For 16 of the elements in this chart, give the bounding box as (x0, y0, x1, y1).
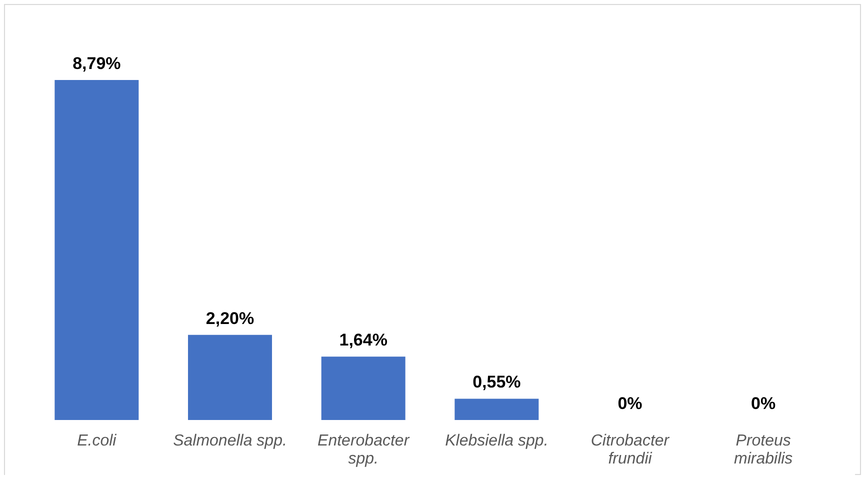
data-label: 0% (618, 394, 642, 413)
data-label: 1,64% (339, 330, 388, 350)
bar (454, 398, 539, 420)
x-tick-label: Salmonella spp. (173, 432, 287, 450)
bar (54, 80, 139, 420)
x-tick-label: Citrobacter frundii (590, 432, 670, 468)
data-label: 0% (751, 394, 776, 413)
x-tick-label: Klebsiella spp. (445, 432, 548, 450)
data-label: 2,20% (206, 308, 254, 328)
x-tick-label: Enterobacter spp. (318, 432, 410, 468)
data-label: 0,55% (472, 372, 521, 392)
data-label: 8,79% (72, 54, 121, 73)
x-tick-label: Proteus mirabilis (734, 432, 793, 468)
bar (321, 356, 406, 420)
x-tick-label: E.coli (77, 432, 117, 450)
bar (188, 334, 272, 420)
